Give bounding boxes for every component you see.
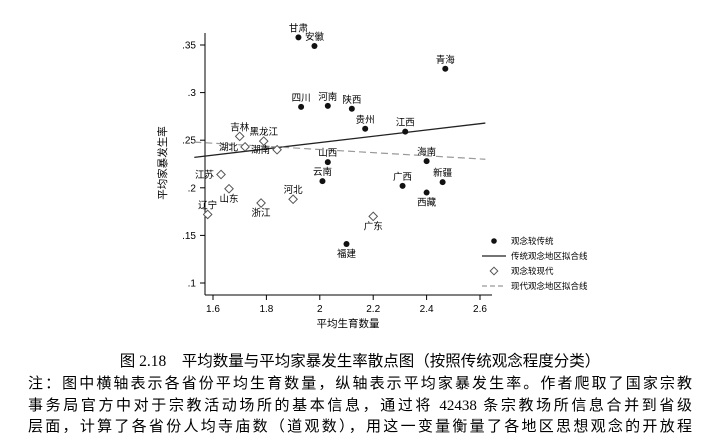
province-label: 浙江	[252, 207, 272, 219]
y-tick-label: .15	[182, 231, 196, 242]
province-label: 吉林	[230, 121, 250, 133]
province-label: 福建	[337, 248, 357, 260]
data-point-filled-circle	[319, 178, 326, 185]
data-point-filled-circle	[324, 159, 331, 166]
province-label: 广东	[364, 220, 383, 232]
x-tick-label: 1.8	[259, 304, 273, 315]
province-label: 新疆	[433, 167, 453, 179]
province-label: 山西	[318, 148, 337, 159]
x-axis-title: 平均生育数量	[317, 317, 380, 330]
province-label: 甘肃	[289, 22, 308, 34]
legend-label: 现代观念地区拟合线	[511, 281, 588, 291]
province-label: 辽宁	[198, 199, 217, 211]
y-tick-label: .1	[188, 279, 197, 290]
province-label: 湖北	[219, 142, 239, 153]
province-label: 青海	[436, 54, 456, 66]
data-point-hollow-diamond	[240, 141, 250, 152]
x-tick-label: 1.6	[206, 304, 220, 315]
note-line-3: 层面，计算了各省份人均寺庙数（道观数），用这一变量衡量了各地区思想观念的开放程	[28, 419, 692, 435]
legend-label: 观念较现代	[511, 266, 554, 276]
province-label: 江西	[396, 118, 415, 129]
data-point-hollow-diamond	[258, 136, 269, 147]
data-point-filled-circle	[348, 105, 355, 112]
data-point-filled-circle	[439, 179, 446, 186]
x-tick-label: 2	[317, 304, 323, 315]
province-label: 四川	[292, 93, 311, 104]
x-tick-label: 2.2	[366, 304, 380, 315]
y-tick-label: .2	[188, 183, 197, 194]
data-point-filled-circle	[295, 34, 302, 41]
province-label: 海南	[417, 146, 436, 158]
province-label: 云南	[313, 166, 332, 178]
data-point-hollow-diamond	[368, 211, 379, 222]
y-tick-label: .35	[182, 41, 196, 52]
province-label: 广西	[393, 171, 412, 183]
data-point-hollow-diamond	[224, 183, 234, 194]
province-label: 山东	[220, 193, 239, 205]
data-point-filled-circle	[311, 42, 318, 49]
province-label: 江苏	[195, 169, 215, 181]
y-tick-label: .25	[182, 136, 196, 147]
data-point-hollow-diamond	[272, 144, 282, 155]
province-label: 湖南	[251, 144, 270, 156]
legend-filled-circle-icon	[491, 238, 497, 244]
province-label: 陕西	[342, 94, 361, 106]
x-tick-label: 2.4	[420, 304, 434, 315]
data-point-filled-circle	[423, 189, 430, 196]
data-point-filled-circle	[324, 102, 331, 109]
data-point-hollow-diamond	[256, 198, 266, 208]
province-label: 河北	[284, 184, 304, 196]
data-point-filled-circle	[423, 158, 430, 165]
scatter-plot-figure: .1 .15 .2 .25 .3 .35 1.6 1.8 2 2.2 2.4 2.6 平均家暴发生率平均…	[156, 22, 588, 330]
legend-label: 观念较传统	[511, 236, 554, 246]
y-axis-title: 平均家暴发生率	[156, 126, 169, 200]
data-point-filled-circle	[362, 125, 369, 132]
data-point-filled-circle	[298, 103, 305, 110]
legend-hollow-diamond-icon	[489, 266, 499, 276]
y-tick-label: .3	[188, 88, 197, 99]
data-point-hollow-diamond	[216, 169, 226, 180]
data-point-filled-circle	[442, 65, 449, 72]
data-point-hollow-diamond	[202, 209, 213, 220]
province-label: 安徽	[305, 31, 325, 43]
figure-caption: 图 2.18 平均数量与平均家暴发生率散点图（按照传统观念程度分类）	[119, 353, 601, 370]
province-label: 西藏	[417, 197, 437, 209]
x-tick-label: 2.6	[473, 304, 487, 315]
data-point-filled-circle	[399, 182, 406, 189]
province-label: 贵州	[356, 114, 375, 126]
legend-label: 传统观念地区拟合线	[511, 251, 588, 261]
note-line-1: 注：图中横轴表示各省份平均生育数量，纵轴表示平均家暴发生率。作者爬取了国家宗教	[28, 376, 692, 392]
data-point-filled-circle	[402, 128, 409, 135]
data-point-hollow-diamond	[234, 131, 245, 142]
province-label: 河南	[318, 91, 337, 103]
figure-notes: 注：图中横轴表示各省份平均生育数量，纵轴表示平均家暴发生率。作者爬取了国家宗教 …	[28, 374, 692, 439]
province-label: 黑龙江	[249, 126, 278, 138]
fit-line	[194, 122, 486, 158]
data-point-filled-circle	[343, 240, 350, 247]
data-point-hollow-diamond	[288, 194, 299, 205]
note-line-2: 事务局官方中对于宗教活动场所的基本信息，通过将 42438 条宗教场所信息合并到…	[28, 397, 692, 414]
